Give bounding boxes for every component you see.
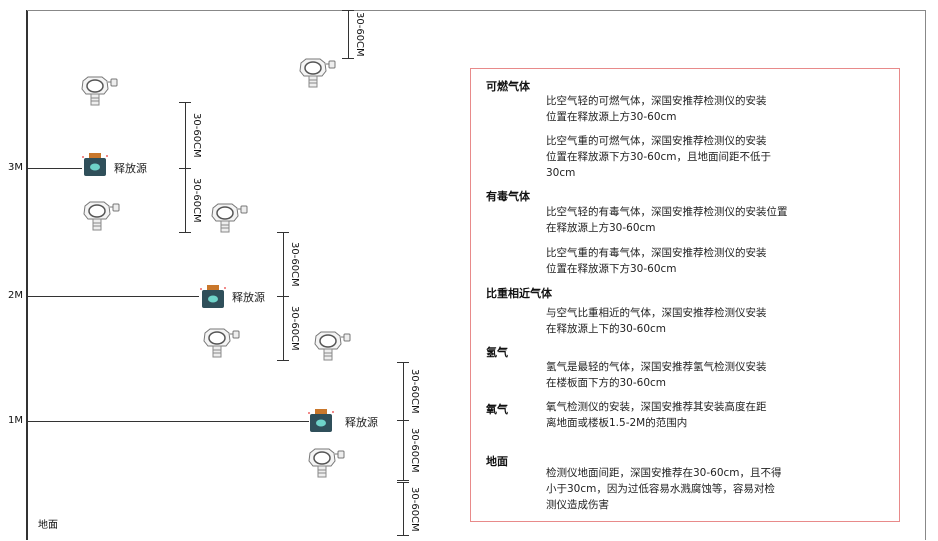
gas-detector-icon	[296, 57, 338, 93]
section-text: 比空气重的可燃气体，深国安推荐检测仪的安装	[546, 135, 767, 147]
section-text: 30cm	[546, 167, 576, 179]
dimension-tick	[397, 535, 409, 536]
release-source-icon	[82, 152, 108, 182]
release-source-icon	[308, 408, 334, 438]
section-text: 位置在释放源下方30-60cm，且地面间距不低于	[546, 151, 772, 163]
dimension-line	[185, 168, 186, 232]
section-text: 在楼板面下方的30-60cm	[546, 377, 667, 389]
dimension-tick	[342, 58, 354, 59]
level-3m-line	[27, 168, 82, 169]
section-text: 离地面或楼板1.5-2M的范围内	[546, 417, 688, 429]
gas-detector-icon	[78, 75, 120, 111]
dimension-label: 30-60CM	[354, 12, 365, 57]
dimension-line	[403, 482, 404, 535]
section-text: 在释放源上方30-60cm	[546, 222, 656, 234]
dimension-tick	[277, 360, 289, 361]
gas-detector-icon	[200, 327, 242, 363]
dimension-label: 30-60CM	[289, 242, 300, 287]
section-text: 位置在释放源上方30-60cm	[546, 111, 677, 123]
ceiling-line	[27, 10, 925, 11]
section-text: 比空气轻的有毒气体，深国安推荐检测仪的安装位置	[546, 206, 788, 218]
section-title: 比重相近气体	[486, 287, 552, 300]
dimension-tick	[397, 362, 409, 363]
section-title: 可燃气体	[486, 80, 530, 93]
gas-detector-icon	[80, 200, 122, 236]
dimension-label: 30-60CM	[409, 369, 420, 414]
section-text: 小于30cm，因为过低容易水溅腐蚀等，容易对检	[546, 483, 775, 495]
dimension-tick	[277, 296, 289, 297]
dimension-tick	[179, 232, 191, 233]
gas-detector-icon	[208, 202, 250, 238]
section-title: 氧气	[486, 403, 508, 416]
info-panel: 可燃气体比空气轻的可燃气体，深国安推荐检测仪的安装 位置在释放源上方30-60cm…	[470, 68, 900, 522]
level-1m-line	[27, 421, 309, 422]
section-text: 在释放源上下的30-60cm	[546, 323, 667, 335]
dimension-line	[403, 362, 404, 420]
section-text: 位置在释放源下方30-60cm	[546, 263, 677, 275]
section-text: 氧气检测仪的安装，深国安推荐其安装高度在距	[546, 401, 767, 413]
dimension-line	[283, 296, 284, 360]
section-title: 有毒气体	[486, 190, 530, 203]
dimension-tick	[397, 482, 409, 483]
dimension-line	[185, 102, 186, 168]
release-source-icon	[200, 284, 226, 314]
level-2m: 2M	[8, 290, 23, 301]
source-label: 释放源	[345, 416, 378, 429]
left-wall	[26, 10, 28, 540]
section-text: 比空气轻的可燃气体，深国安推荐检测仪的安装	[546, 95, 767, 107]
source-label: 释放源	[232, 291, 265, 304]
source-label: 释放源	[114, 162, 147, 175]
dimension-tick	[179, 168, 191, 169]
dimension-label: 30-60CM	[191, 113, 202, 158]
level-3m: 3M	[8, 162, 23, 173]
dimension-label: 30-60CM	[409, 428, 420, 473]
gas-detector-icon	[305, 447, 347, 483]
section-title: 地面	[486, 455, 508, 468]
ground-label: 地面	[38, 520, 58, 531]
dimension-tick	[342, 10, 354, 11]
right-wall	[925, 10, 926, 540]
section-text: 氢气是最轻的气体，深国安推荐氢气检测仪安装	[546, 361, 767, 373]
level-1m: 1M	[8, 415, 23, 426]
section-title: 氢气	[486, 346, 508, 359]
dimension-tick	[277, 232, 289, 233]
section-text: 测仪造成伤害	[546, 499, 609, 511]
section-text: 比空气重的有毒气体，深国安推荐检测仪的安装	[546, 247, 767, 259]
section-text: 检测仪地面间距，深国安推荐在30-60cm，且不得	[546, 467, 782, 479]
dimension-label: 30-60CM	[289, 306, 300, 351]
dimension-line	[283, 232, 284, 296]
gas-detector-icon	[311, 330, 353, 366]
dimension-tick	[179, 102, 191, 103]
dimension-tick	[397, 480, 409, 481]
dimension-label: 30-60CM	[191, 178, 202, 223]
dimension-line	[403, 420, 404, 480]
section-text: 与空气比重相近的气体，深国安推荐检测仪安装	[546, 307, 767, 319]
dimension-label: 30-60CM	[409, 486, 420, 532]
dimension-tick	[397, 420, 409, 421]
dimension-line	[348, 10, 349, 58]
level-2m-line	[27, 296, 199, 297]
